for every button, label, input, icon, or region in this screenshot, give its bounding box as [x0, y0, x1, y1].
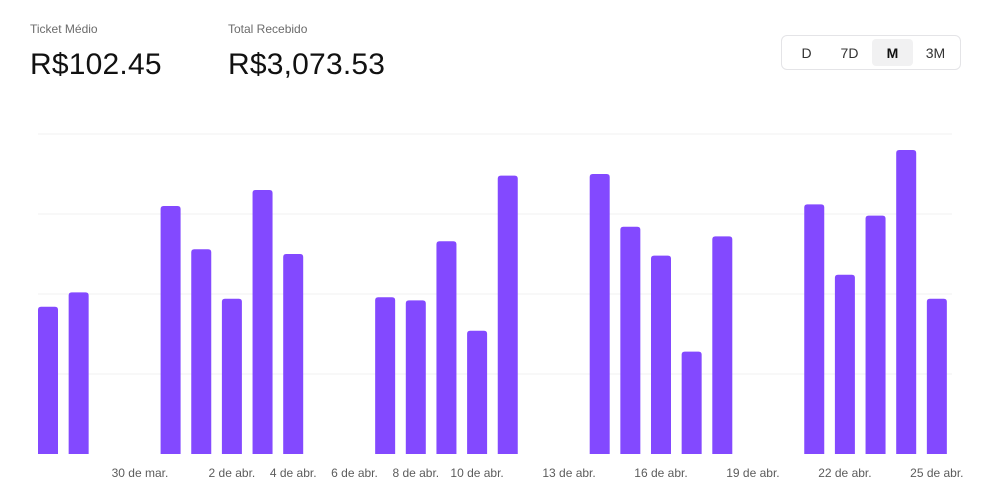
- total-recebido-stat: Total Recebido R$3,073.53: [228, 22, 385, 82]
- x-tick-label: 30 de mar.: [112, 466, 169, 480]
- bar-4[interactable]: [160, 206, 181, 454]
- chart-bars: [38, 150, 947, 454]
- x-tick-label: 13 de abr.: [542, 466, 595, 480]
- x-tick-label: 4 de abr.: [270, 466, 317, 480]
- bar-13[interactable]: [436, 241, 457, 454]
- ticket-medio-value: R$102.45: [30, 48, 162, 81]
- bar-21[interactable]: [681, 351, 702, 454]
- x-tick-label: 10 de abr.: [450, 466, 503, 480]
- bar-5[interactable]: [191, 249, 212, 454]
- range-option-7d[interactable]: 7D: [840, 44, 859, 61]
- bar-28[interactable]: [896, 150, 917, 454]
- x-tick-label: 16 de abr.: [634, 466, 687, 480]
- bar-12[interactable]: [405, 300, 426, 454]
- x-tick-label: 6 de abr.: [331, 466, 378, 480]
- bar-26[interactable]: [834, 274, 855, 454]
- range-option-3m[interactable]: 3M: [925, 44, 946, 61]
- bar-7[interactable]: [252, 190, 273, 454]
- bar-14[interactable]: [467, 330, 488, 454]
- x-tick-label: 19 de abr.: [726, 466, 779, 480]
- x-tick-label: 25 de abr.: [910, 466, 963, 480]
- bar-22[interactable]: [712, 236, 733, 454]
- bar-29[interactable]: [926, 298, 947, 454]
- ticket-medio-stat: Ticket Médio R$102.45: [30, 22, 162, 82]
- bar-6[interactable]: [221, 298, 242, 454]
- bar-27[interactable]: [865, 215, 886, 454]
- x-tick-label: 2 de abr.: [209, 466, 256, 480]
- range-selector: D 7D M 3M: [781, 35, 961, 70]
- bar-25[interactable]: [804, 204, 825, 454]
- bar-1[interactable]: [68, 292, 89, 454]
- bar-15[interactable]: [497, 175, 518, 454]
- bar-20[interactable]: [651, 255, 671, 454]
- range-option-m[interactable]: M: [872, 39, 913, 66]
- bar-19[interactable]: [620, 226, 641, 454]
- bar-8[interactable]: [283, 254, 304, 454]
- chart-gridlines: [38, 133, 952, 375]
- total-recebido-label: Total Recebido: [228, 22, 308, 36]
- x-tick-label: 8 de abr.: [392, 466, 439, 480]
- bar-0[interactable]: [38, 306, 58, 454]
- chart-x-axis-labels: 30 de mar. 2 de abr. 4 de abr. 6 de abr. 8 d…: [112, 466, 964, 480]
- bar-18[interactable]: [589, 174, 610, 454]
- total-recebido-value: R$3,073.53: [228, 48, 386, 81]
- x-tick-label: 22 de abr.: [818, 466, 871, 480]
- ticket-medio-label: Ticket Médio: [30, 22, 98, 36]
- range-option-d[interactable]: D: [801, 44, 812, 61]
- bar-11[interactable]: [375, 297, 396, 454]
